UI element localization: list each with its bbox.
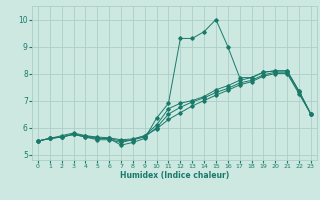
X-axis label: Humidex (Indice chaleur): Humidex (Indice chaleur) xyxy=(120,171,229,180)
